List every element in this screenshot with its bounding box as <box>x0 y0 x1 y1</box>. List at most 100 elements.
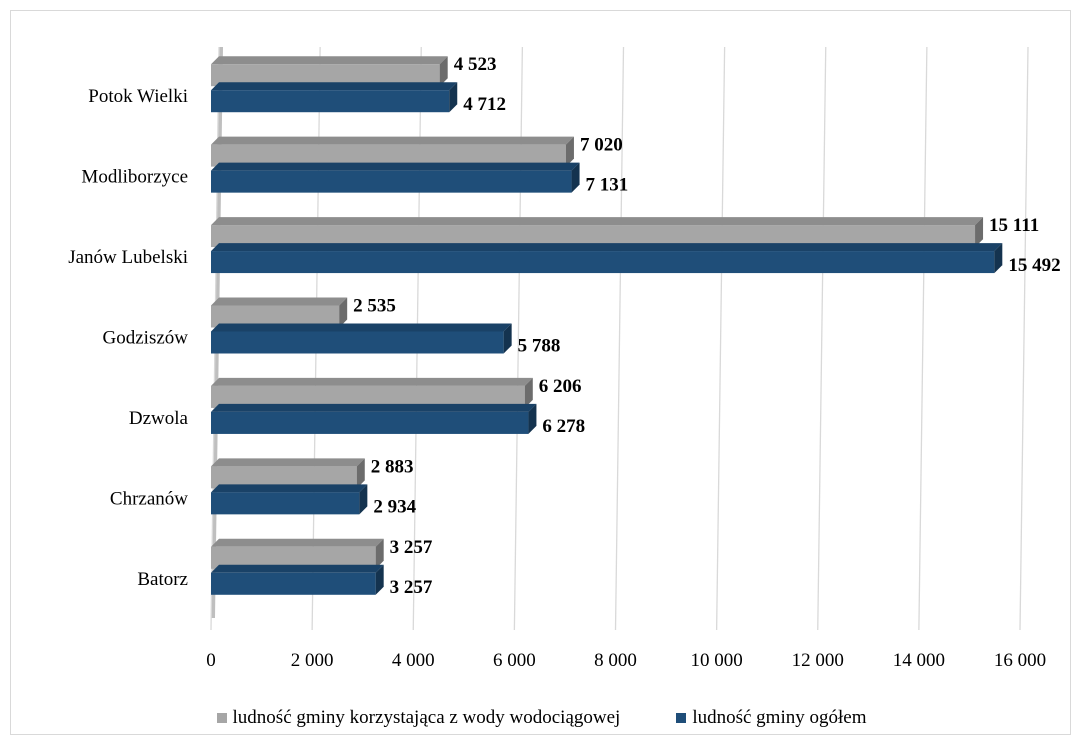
bar-total <box>211 564 384 595</box>
bar-side-face <box>375 564 384 595</box>
bar-top-face <box>211 56 448 65</box>
bar-top-face <box>211 484 368 493</box>
value-label: 2 883 <box>371 456 414 477</box>
bar-front-face <box>211 546 376 569</box>
value-label: 4 712 <box>463 94 506 115</box>
x-tick-label: 10 000 <box>691 650 743 671</box>
bar-front-face <box>211 492 360 515</box>
category-label: Potok Wielki <box>88 86 188 107</box>
value-label: 4 523 <box>454 54 497 75</box>
value-labels: 3 257 3 257 2 883 2 934 6 206 6 278 2 535 5 788… <box>353 54 1060 598</box>
x-tick-label: 4 000 <box>392 650 435 671</box>
bar-front-face <box>211 466 357 489</box>
bar-front-face <box>211 305 340 328</box>
value-label: 3 257 <box>390 537 433 558</box>
value-label: 15 111 <box>989 215 1039 236</box>
category-label: Chrzanów <box>110 488 188 509</box>
bar-front-face <box>211 411 529 434</box>
category-label: Modliborzyce <box>81 167 188 188</box>
bar-total <box>211 82 458 113</box>
legend-swatch-blue <box>676 713 687 723</box>
bar-front-face <box>211 251 995 274</box>
bar-total <box>211 403 537 434</box>
gridline <box>817 46 827 631</box>
legend-label-total: ludność gminy ogółem <box>692 707 867 728</box>
bar-side-face <box>975 217 984 248</box>
bar-top-face <box>211 323 512 332</box>
bar-total <box>211 162 580 193</box>
value-label: 2 934 <box>373 496 416 517</box>
bar-top-face <box>211 564 384 573</box>
bar-top-face <box>211 217 984 226</box>
bar-side-face <box>565 136 574 167</box>
bar-side-face <box>449 82 458 113</box>
bar-side-face <box>356 458 365 489</box>
value-label: 6 278 <box>542 416 585 437</box>
value-label: 7 131 <box>586 175 629 196</box>
bar-water <box>211 136 574 167</box>
bar-top-face <box>211 243 1003 252</box>
bar-water <box>211 458 365 489</box>
bar-side-face <box>375 538 384 569</box>
bars <box>211 56 1003 595</box>
value-label: 6 206 <box>539 376 582 397</box>
category-label: Dzwola <box>129 408 189 429</box>
gridline <box>1019 46 1029 631</box>
bar-water <box>211 377 533 408</box>
bar-water <box>211 297 348 328</box>
bar-side-face <box>994 243 1003 274</box>
bar-top-face <box>211 377 533 386</box>
bar-water <box>211 217 984 248</box>
x-tick-label: 8 000 <box>594 650 637 671</box>
bar-top-face <box>211 538 384 547</box>
bar-top-face <box>211 82 458 91</box>
value-label: 15 492 <box>1008 255 1060 276</box>
legend-label-water: ludność gminy korzystająca z wody wodoci… <box>232 707 621 728</box>
bar-top-face <box>211 162 580 171</box>
x-tick-label: 0 <box>206 650 216 671</box>
bar-side-face <box>339 297 348 328</box>
category-label: Godziszów <box>103 328 189 349</box>
x-tick-label: 12 000 <box>792 650 844 671</box>
x-tick-label: 2 000 <box>291 650 334 671</box>
bar-front-face <box>211 225 976 248</box>
bar-total <box>211 243 1003 274</box>
bar-front-face <box>211 90 450 113</box>
value-label: 7 020 <box>580 135 623 156</box>
gridline <box>715 46 726 631</box>
bar-top-face <box>211 458 365 467</box>
bar-front-face <box>211 385 525 408</box>
category-label: Batorz <box>137 569 188 590</box>
bar-water <box>211 56 448 87</box>
category-labels: Batorz Chrzanów Dzwola Godziszów Janów Lubel… <box>68 86 188 590</box>
bar-top-face <box>211 403 537 412</box>
chart-frame <box>10 10 1071 735</box>
bar-side-face <box>359 484 368 515</box>
bar-top-face <box>211 136 574 145</box>
gridline <box>614 46 625 631</box>
legend-swatch-gray <box>216 713 227 723</box>
category-label: Janów Lubelski <box>68 247 188 268</box>
legend-item-water: ludność gminy korzystająca z wody wodoci… <box>216 707 621 729</box>
bar-water <box>211 538 384 569</box>
bar-chart: 3 257 3 257 2 883 2 934 6 206 6 278 2 535 5 788… <box>68 46 1061 671</box>
bar-front-face <box>211 331 504 354</box>
legend-item-total: ludność gminy ogółem <box>676 707 866 729</box>
gridline <box>918 46 928 631</box>
value-label: 5 788 <box>518 336 561 357</box>
bar-front-face <box>211 144 566 167</box>
bar-total <box>211 484 368 515</box>
bar-front-face <box>211 170 572 193</box>
value-label: 2 535 <box>353 296 396 317</box>
bar-side-face <box>571 162 580 193</box>
bar-front-face <box>211 572 376 595</box>
x-tick-label: 14 000 <box>893 650 945 671</box>
legend: ludność gminy korzystająca z wody wodoci… <box>0 705 1083 731</box>
bar-side-face <box>439 56 448 87</box>
x-tick-label: 6 000 <box>493 650 536 671</box>
bar-side-face <box>524 377 533 408</box>
bar-front-face <box>211 64 440 87</box>
bar-top-face <box>211 297 348 306</box>
bar-total <box>211 323 512 354</box>
bar-side-face <box>503 323 512 354</box>
